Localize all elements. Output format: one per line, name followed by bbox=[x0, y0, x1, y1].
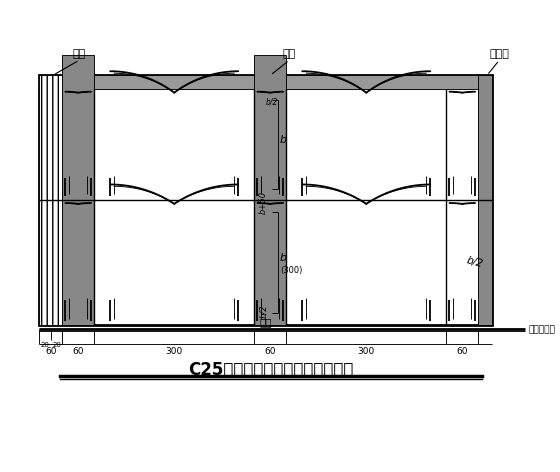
Text: 300: 300 bbox=[358, 347, 375, 356]
Text: 镶边: 镶边 bbox=[283, 49, 296, 59]
Text: (300): (300) bbox=[280, 266, 302, 275]
Text: C25混凝土拱型截水骨架内正视图: C25混凝土拱型截水骨架内正视图 bbox=[189, 361, 354, 379]
Text: b+50: b+50 bbox=[258, 190, 267, 213]
Bar bbox=[39, 76, 62, 325]
Text: b/2: b/2 bbox=[266, 98, 278, 107]
Text: 基础顶面线: 基础顶面线 bbox=[528, 325, 555, 334]
Text: 镶边: 镶边 bbox=[259, 318, 272, 328]
Text: 60: 60 bbox=[45, 347, 57, 356]
Text: b: b bbox=[280, 135, 287, 144]
Text: b/2: b/2 bbox=[259, 304, 268, 318]
Text: b: b bbox=[280, 253, 287, 262]
Text: b/2: b/2 bbox=[465, 255, 484, 270]
Text: 20: 20 bbox=[40, 342, 49, 348]
Text: 300: 300 bbox=[166, 347, 183, 356]
Bar bbox=[254, 55, 286, 325]
Text: 踏步: 踏步 bbox=[73, 49, 86, 59]
Bar bbox=[39, 76, 492, 89]
Bar bbox=[62, 55, 94, 325]
Text: 60: 60 bbox=[456, 347, 468, 356]
Text: 主骨架: 主骨架 bbox=[489, 49, 509, 59]
Text: 20: 20 bbox=[52, 342, 61, 348]
Text: 60: 60 bbox=[72, 347, 84, 356]
Text: 60: 60 bbox=[264, 347, 276, 356]
Bar bbox=[478, 76, 492, 325]
Bar bbox=[39, 76, 492, 325]
